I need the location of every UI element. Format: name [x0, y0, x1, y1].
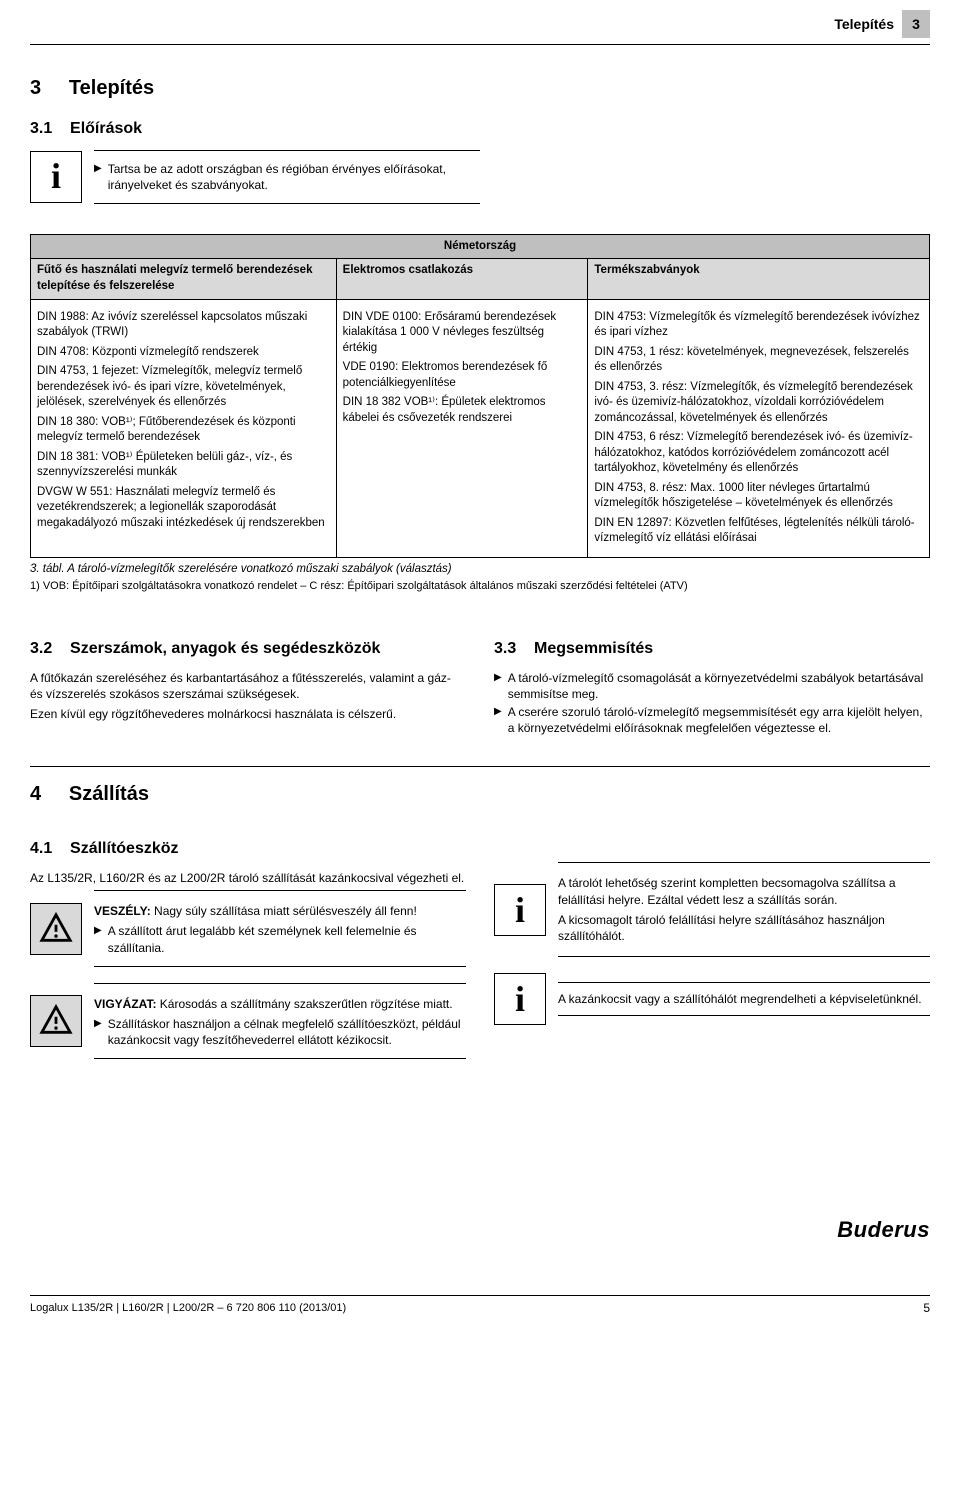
table-country-header: Németország — [31, 234, 930, 259]
standards-table: Németország Fűtő és használati melegvíz … — [30, 234, 930, 558]
table-col-2: Elektromos csatlakozás — [336, 259, 588, 299]
section-3-3-num: 3.3 — [494, 640, 516, 657]
section-3-3-heading: 3.3 Megsemmisítés — [494, 638, 930, 660]
section-3-1-heading: 3.1 Előírások — [30, 118, 930, 140]
header-rule — [30, 44, 930, 45]
section-4-heading: 4 Szállítás — [30, 781, 930, 808]
section-4-1-intro: Az L135/2R, L160/2R és az L200/2R tároló… — [30, 870, 466, 886]
section-3-1-title: Előírások — [70, 120, 142, 137]
info-text-4-1b-span: A kazánkocsit vagy a szállítóhálót megre… — [558, 992, 922, 1006]
table-row1-col2: DIN VDE 0100: Erősáramú berendezések kia… — [336, 299, 588, 557]
section-3-2-num: 3.2 — [30, 640, 52, 657]
info-text-4-1a: A tárolót lehetőség szerint kompletten b… — [558, 862, 930, 957]
info-bullet-3-1: Tartsa be az adott országban és régióban… — [108, 161, 480, 193]
section-3-3-title: Megsemmisítés — [534, 640, 653, 657]
col-4-1-right: i A tárolót lehetőség szerint kompletten… — [494, 822, 930, 1075]
section-3-2-p1: A fűtőkazán szereléséhez és karbantartás… — [30, 670, 466, 702]
info-box-4-1b: i A kazánkocsit vagy a szállítóhálót meg… — [494, 973, 930, 1025]
danger-text-box: VESZÉLY: Nagy súly szállítása miatt sérü… — [94, 890, 466, 967]
section-4-num: 4 — [30, 783, 41, 805]
footer-page: 5 — [923, 1300, 930, 1316]
table-row1-col3: DIN 4753: Vízmelegítők és vízmelegítő be… — [588, 299, 930, 557]
danger-label: VESZÉLY: — [94, 904, 151, 918]
header-page-box: 3 — [902, 10, 930, 38]
section-3-3-b2: A cserére szoruló tároló-vízmelegítő meg… — [508, 704, 930, 736]
info-box-4-1a: i A tárolót lehetőség szerint kompletten… — [494, 862, 930, 957]
section-3-title: Telepítés — [69, 77, 154, 99]
table-col-3: Termékszabványok — [588, 259, 930, 299]
sections-3-2-3-3: 3.2 Szerszámok, anyagok és segédeszközök… — [30, 622, 930, 738]
info-text-3-1: Tartsa be az adott országban és régióban… — [94, 150, 480, 204]
info-icon-2: i — [494, 884, 546, 936]
table-col-1: Fűtő és használati melegvíz termelő bere… — [31, 259, 337, 299]
section-4-title: Szállítás — [69, 783, 149, 805]
section-4-1-title: Szállítóeszköz — [70, 840, 178, 857]
section-4-1-heading: 4.1 Szállítóeszköz — [30, 838, 466, 860]
footer-left: Logalux L135/2R | L160/2R | L200/2R – 6 … — [30, 1301, 346, 1316]
info-text-4-1b: A kazánkocsit vagy a szállítóhálót megre… — [558, 982, 930, 1016]
col-3-3: 3.3 Megsemmisítés A tároló-vízmelegítő c… — [494, 622, 930, 738]
brand-logo: Buderus — [837, 1215, 930, 1245]
info-icon-3: i — [494, 973, 546, 1025]
caution-bullet: Szállításkor használjon a célnak megfele… — [108, 1016, 466, 1048]
caution-text-box: VIGYÁZAT: Károsodás a szállítmány szaksz… — [94, 983, 466, 1060]
warning-icon-2 — [30, 995, 82, 1047]
section-3-heading: 3 Telepítés — [30, 75, 930, 102]
table-row1-col1: DIN 1988: Az ivóvíz szereléssel kapcsola… — [31, 299, 337, 557]
caution-box: VIGYÁZAT: Károsodás a szállítmány szaksz… — [30, 983, 466, 1060]
caution-label: VIGYÁZAT: — [94, 997, 156, 1011]
page-header: Telepítés 3 — [30, 10, 930, 38]
caution-text: Károsodás a szállítmány szakszerűtlen rö… — [160, 997, 453, 1011]
warning-icon — [30, 903, 82, 955]
table-caption: 3. tábl. A tároló-vízmelegítők szerelésé… — [30, 562, 930, 578]
col-4-1-left: 4.1 Szállítóeszköz Az L135/2R, L160/2R é… — [30, 822, 466, 1075]
section-3-num: 3 — [30, 77, 41, 99]
footer-row: Logalux L135/2R | L160/2R | L200/2R – 6 … — [30, 1295, 930, 1316]
danger-box: VESZÉLY: Nagy súly szállítása miatt sérü… — [30, 890, 466, 967]
danger-text: Nagy súly szállítása miatt sérülésveszél… — [154, 904, 417, 918]
info-icon: i — [30, 151, 82, 203]
section-3-2-title: Szerszámok, anyagok és segédeszközök — [70, 640, 380, 657]
section-4-1-columns: 4.1 Szállítóeszköz Az L135/2R, L160/2R é… — [30, 822, 930, 1075]
section-4-1-num: 4.1 — [30, 840, 52, 857]
section-3-1-num: 3.1 — [30, 120, 52, 137]
table-footnote: 1) VOB: Építőipari szolgáltatásokra vona… — [30, 579, 930, 594]
danger-bullet: A szállított árut legalább két személyne… — [108, 923, 466, 955]
section-3-2-heading: 3.2 Szerszámok, anyagok és segédeszközök — [30, 638, 466, 660]
info-box-3-1: i Tartsa be az adott országban és régiób… — [30, 150, 480, 204]
section-3-3-b1: A tároló-vízmelegítő csomagolását a körn… — [508, 670, 930, 702]
header-page-number: 3 — [912, 15, 920, 34]
section-3-2-p2: Ezen kívül egy rögzítőhevederes molnárko… — [30, 706, 466, 722]
section-4-rule — [30, 766, 930, 767]
header-category: Telepítés — [834, 15, 894, 34]
col-3-2: 3.2 Szerszámok, anyagok és segédeszközök… — [30, 622, 466, 738]
